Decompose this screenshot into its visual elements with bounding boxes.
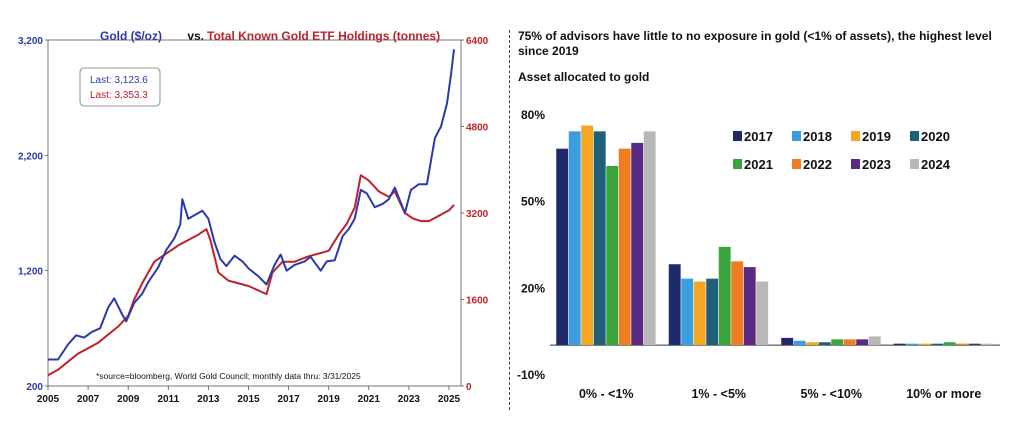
legend-label: 2023 <box>862 157 891 172</box>
left-y-tick-label: 3,200 <box>18 36 43 47</box>
bar-2018 <box>793 340 806 346</box>
legend-label: 2022 <box>803 157 832 172</box>
bar-2019 <box>693 281 706 346</box>
bar-2021 <box>718 246 731 346</box>
bar-category-label: 10% or more <box>906 387 981 401</box>
left-y-tick-label: 200 <box>26 382 43 393</box>
last-etf-label: Last: 3,353.3 <box>90 90 148 101</box>
bar-2022 <box>618 148 631 346</box>
x-tick-label: 2011 <box>157 394 179 405</box>
legend-swatch <box>851 131 860 141</box>
x-tick-label: 2007 <box>77 394 100 405</box>
legend-swatch <box>733 131 742 141</box>
legend-label: 2020 <box>921 129 950 144</box>
x-tick-label: 2025 <box>438 394 461 405</box>
bar-2019 <box>806 342 819 346</box>
right-y-tick-label: 4800 <box>466 123 489 134</box>
source-note: *source=bloomberg, World Gold Council; m… <box>96 371 361 381</box>
right-y-tick-label: 0 <box>466 382 472 393</box>
bar-2024 <box>981 343 994 346</box>
bar-2021 <box>606 166 619 346</box>
bar-y-tick-label: 20% <box>521 281 545 295</box>
bar-2023 <box>743 267 756 346</box>
x-tick-label: 2013 <box>197 394 220 405</box>
bar-y-tick-label: 50% <box>521 195 545 209</box>
right-y-tick-label: 1600 <box>466 296 489 307</box>
bar-2017 <box>893 343 906 346</box>
x-tick-label: 2015 <box>237 394 260 405</box>
chart-title-vs: vs. <box>184 29 207 43</box>
gold-price-line <box>48 49 455 361</box>
chart-title-gold: Gold ($/oz) <box>100 29 162 43</box>
bar-chart-title: 75% of advisors have little to no exposu… <box>518 29 992 58</box>
bar-2023 <box>856 339 869 346</box>
last-values-box <box>79 67 161 107</box>
legend-swatch <box>910 131 919 141</box>
bar-category-label: 5% - <10% <box>801 387 863 401</box>
bar-2023 <box>631 142 644 346</box>
etf-holdings-line <box>47 174 455 377</box>
x-tick-label: 2017 <box>277 394 300 405</box>
bar-2022 <box>843 339 856 346</box>
legend-swatch <box>792 159 801 169</box>
bar-2021 <box>943 342 956 346</box>
legend-label: 2017 <box>744 129 773 144</box>
legend-label: 2018 <box>803 129 832 144</box>
bar-2018 <box>681 278 694 346</box>
bar-category-label: 0% - <1% <box>579 387 634 401</box>
legend-label: 2024 <box>921 157 951 172</box>
right-y-tick-label: 6400 <box>466 36 489 47</box>
left-y-tick-label: 2,200 <box>18 151 43 162</box>
legend-label: 2019 <box>862 129 891 144</box>
bar-2020 <box>931 343 944 346</box>
bar-chart-subtitle: Asset allocated to gold <box>518 70 650 84</box>
x-tick-label: 2021 <box>358 394 381 405</box>
bar-2020 <box>593 131 606 346</box>
last-gold-label: Last: 3,123.6 <box>90 75 148 86</box>
legend-swatch <box>792 131 801 141</box>
bar-2024 <box>756 281 769 346</box>
x-tick-label: 2023 <box>398 394 421 405</box>
bar-2017 <box>781 337 794 346</box>
legend-label: 2021 <box>744 157 773 172</box>
bar-2018 <box>906 343 919 346</box>
x-tick-label: 2019 <box>318 394 341 405</box>
right-y-tick-label: 3200 <box>466 209 489 220</box>
bar-y-tick-label: -10% <box>517 368 545 382</box>
legend-swatch <box>851 159 860 169</box>
bar-2022 <box>731 261 744 346</box>
legend-swatch <box>910 159 919 169</box>
bar-2021 <box>831 339 844 346</box>
left-y-tick-label: 1,200 <box>18 267 43 278</box>
legend-swatch <box>733 159 742 169</box>
bar-2024 <box>643 131 656 346</box>
chart-title-etf: Total Known Gold ETF Holdings (tonnes) <box>207 29 440 43</box>
bar-2020 <box>706 278 719 346</box>
bar-2022 <box>956 343 969 346</box>
x-tick-label: 2009 <box>117 394 140 405</box>
bar-2017 <box>556 148 569 346</box>
bar-category-label: 1% - <5% <box>691 387 746 401</box>
bar-y-tick-label: 80% <box>521 108 545 122</box>
x-tick-label: 2005 <box>37 394 60 405</box>
bar-2017 <box>668 264 681 346</box>
bar-2024 <box>868 336 881 346</box>
panel-divider <box>509 30 510 410</box>
bar-2020 <box>818 342 831 346</box>
bar-2019 <box>918 343 931 346</box>
bar-2023 <box>968 343 981 346</box>
bar-2018 <box>568 131 581 346</box>
bar-2019 <box>581 125 594 346</box>
